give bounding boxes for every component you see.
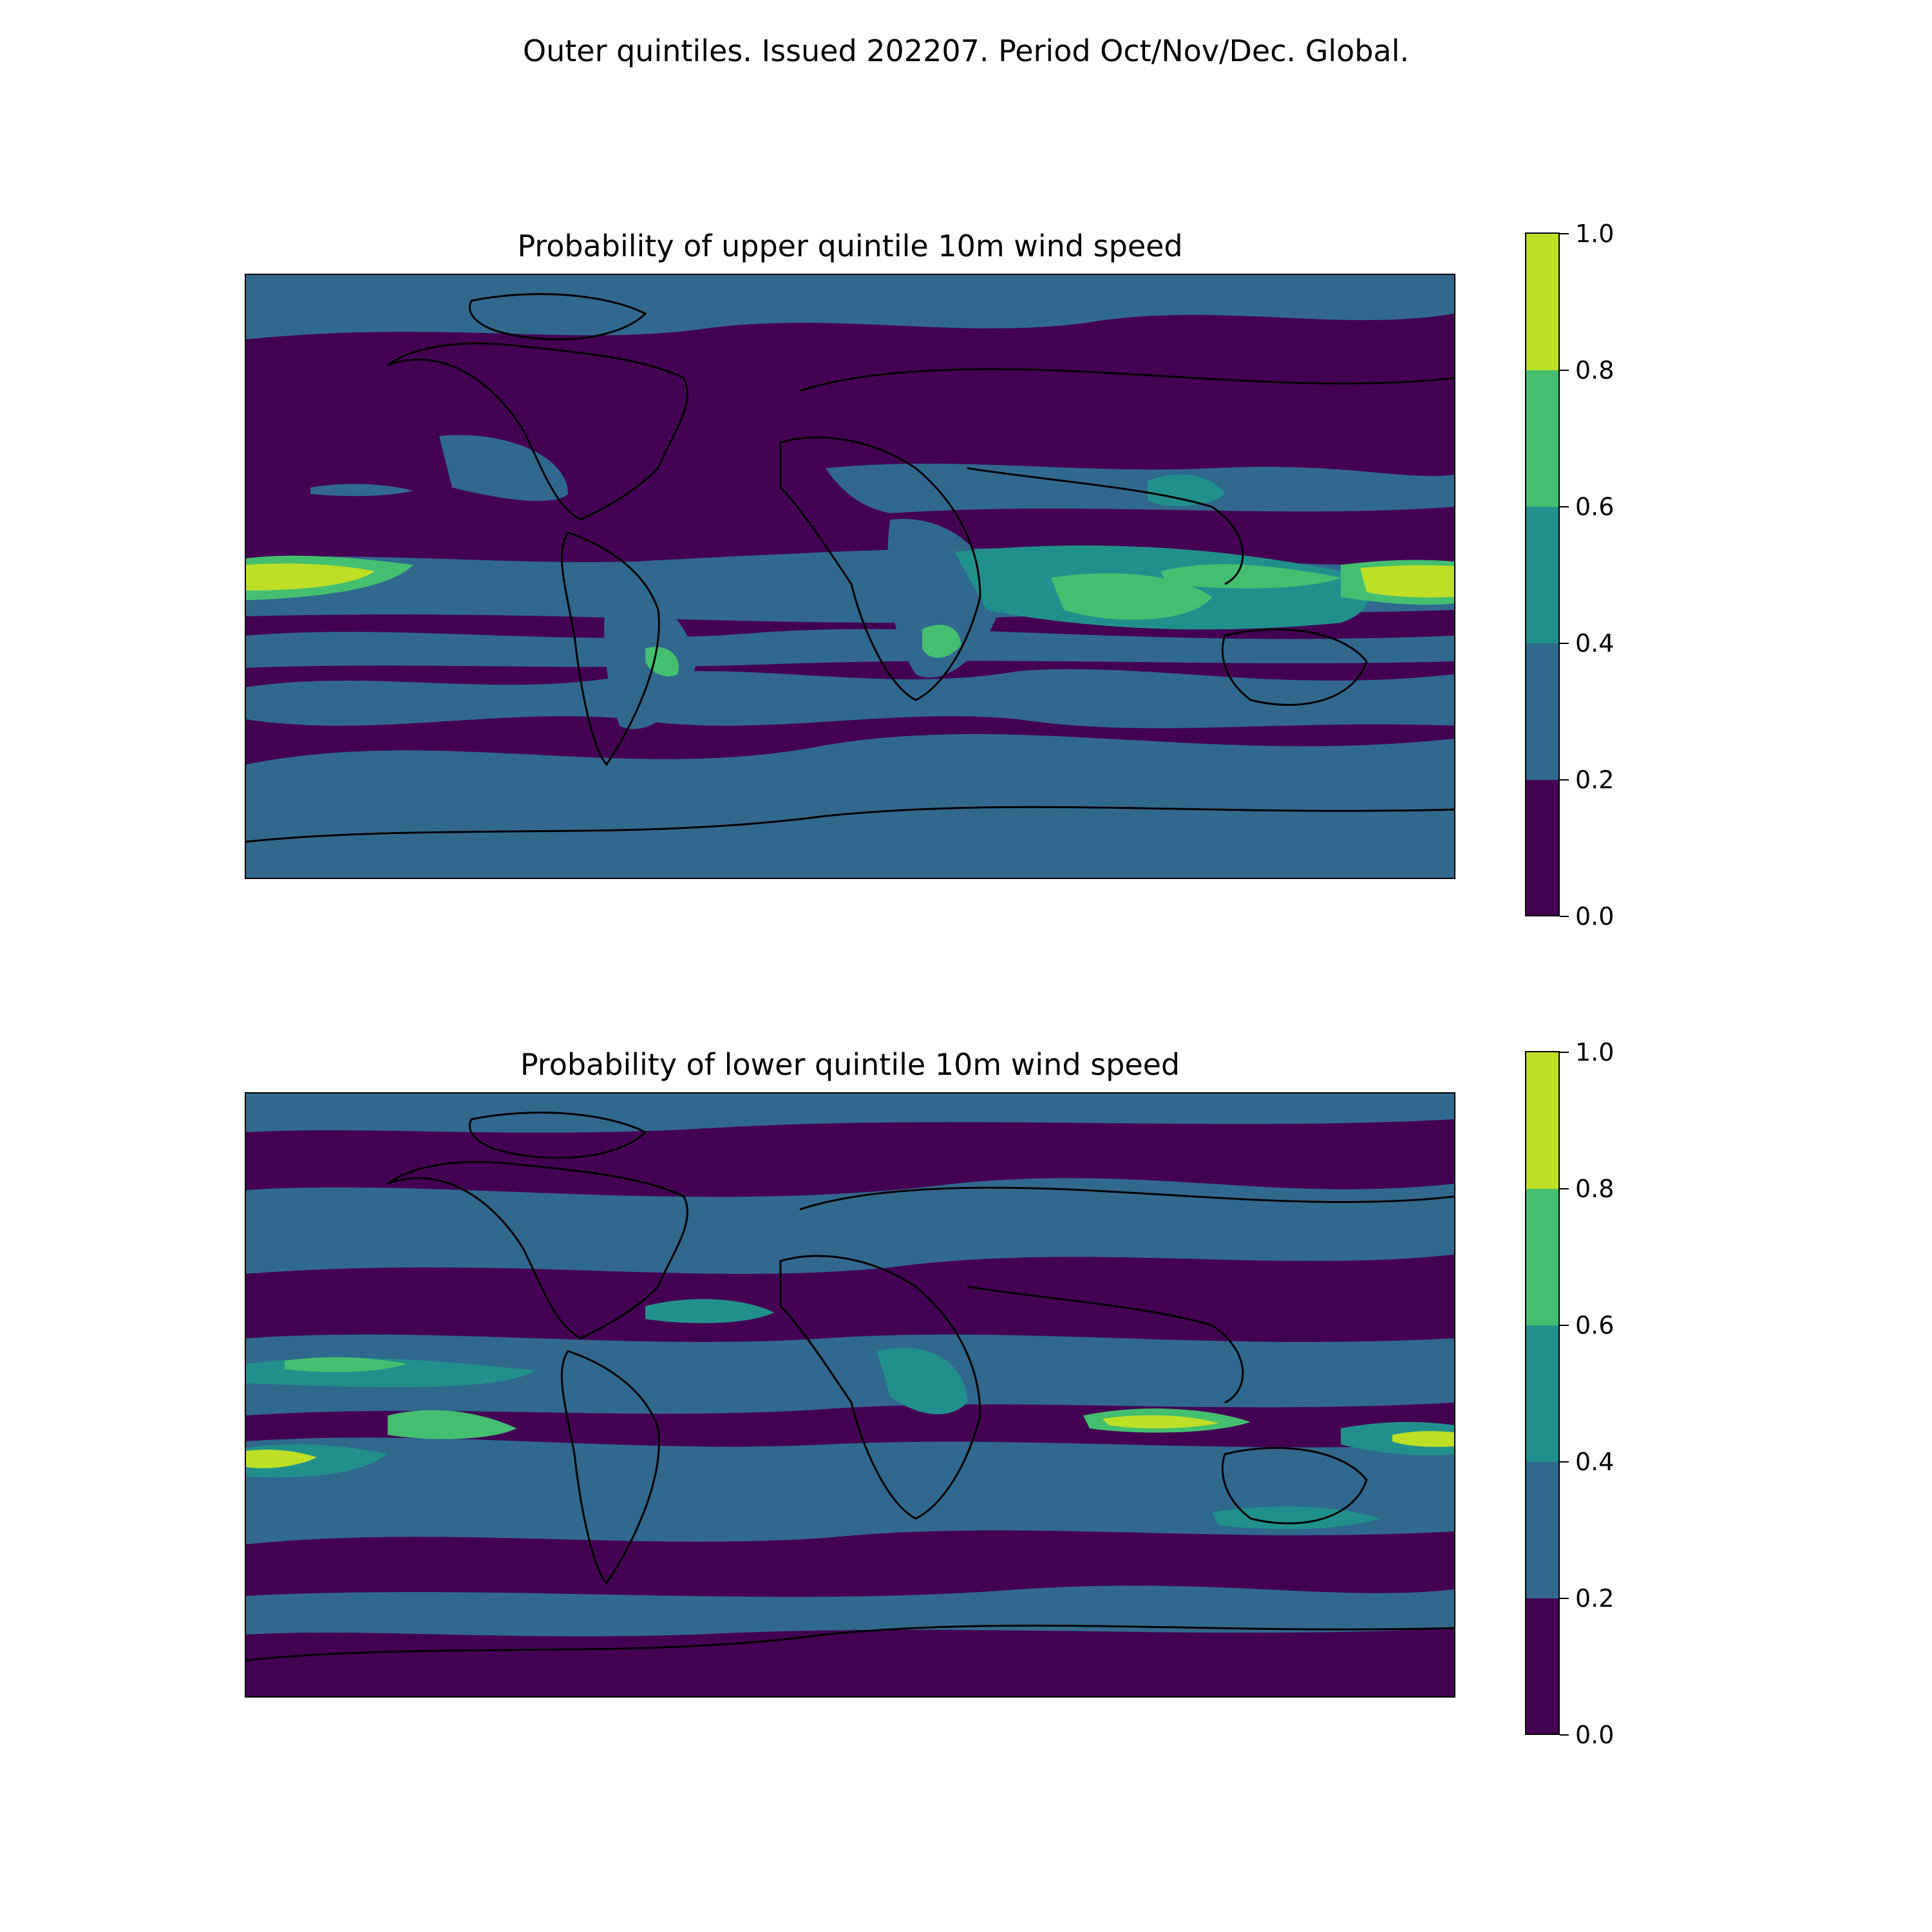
panel-title-lower: Probability of lower quintile 10m wind s… <box>520 1047 1180 1082</box>
colorbar-lower-tick-5 <box>1560 1052 1569 1053</box>
panel-title-upper: Probability of upper quintile 10m wind s… <box>517 229 1183 263</box>
colorbar-lower-tick-4 <box>1560 1188 1569 1189</box>
map-lower-field <box>246 1094 1454 1696</box>
colorbar-lower-label-0: 0.0 <box>1575 1721 1615 1749</box>
colorbar-lower-tick-3 <box>1560 1325 1569 1326</box>
colorbar-upper-label-0: 0.0 <box>1575 902 1615 931</box>
colorbar-upper-tick-0 <box>1560 916 1569 917</box>
colorbar-lower-tick-2 <box>1560 1461 1569 1463</box>
colorbar-upper-tick-1 <box>1560 779 1569 781</box>
colorbar-upper-tick-4 <box>1560 370 1569 371</box>
colorbar-lower-label-4: 0.8 <box>1575 1175 1615 1203</box>
colorbar-lower-gradient <box>1526 1052 1558 1734</box>
colorbar-upper-label-4: 0.8 <box>1575 356 1615 384</box>
colorbar-lower-label-1: 0.2 <box>1575 1584 1615 1613</box>
colorbar-upper-label-3: 0.6 <box>1575 493 1615 521</box>
colorbar-lower-label-2: 0.4 <box>1575 1448 1615 1476</box>
colorbar-upper-tick-3 <box>1560 506 1569 507</box>
map-lower-quintile <box>245 1092 1455 1698</box>
map-upper-field <box>246 275 1454 878</box>
colorbar-lower-label-5: 1.0 <box>1575 1038 1615 1066</box>
map-upper-quintile <box>245 274 1455 879</box>
colorbar-upper-label-1: 0.2 <box>1575 766 1615 794</box>
colorbar-upper <box>1525 232 1560 916</box>
colorbar-upper-tick-2 <box>1560 643 1569 644</box>
colorbar-lower <box>1525 1051 1560 1735</box>
colorbar-upper-gradient <box>1526 234 1558 915</box>
colorbar-upper-label-5: 1.0 <box>1575 220 1615 248</box>
colorbar-upper-label-2: 0.4 <box>1575 629 1615 658</box>
colorbar-lower-tick-1 <box>1560 1598 1569 1599</box>
colorbar-lower-tick-0 <box>1560 1734 1569 1736</box>
colorbar-lower-label-3: 0.6 <box>1575 1311 1615 1340</box>
colorbar-upper-tick-5 <box>1560 233 1569 234</box>
figure-suptitle: Outer quintiles. Issued 202207. Period O… <box>522 33 1410 68</box>
